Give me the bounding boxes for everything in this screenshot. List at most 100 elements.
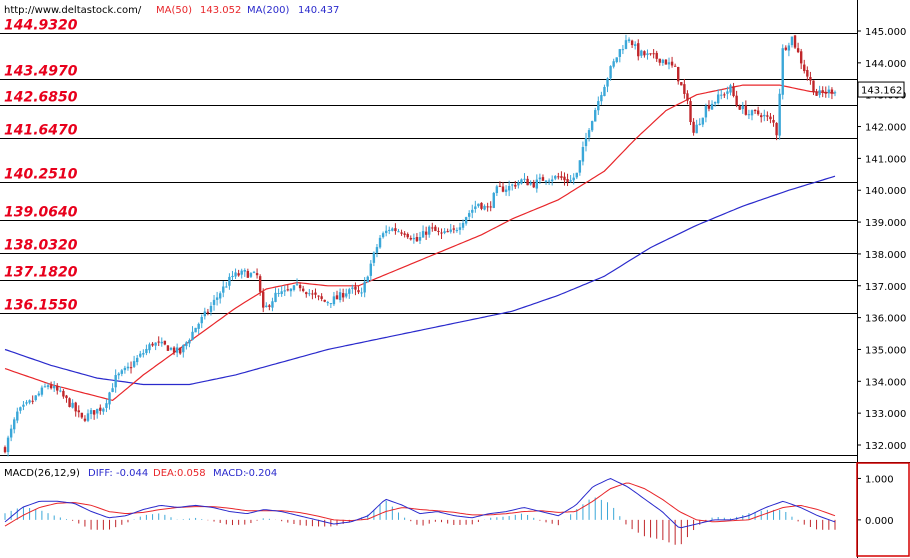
candle-body [827,89,831,93]
candle-body [341,293,345,298]
candle-body [590,121,594,131]
candle-body [384,230,388,234]
candle-body [231,275,234,278]
candle-body [449,229,452,232]
candle-body [440,232,443,234]
candle-body [123,367,127,371]
candle-body [680,82,683,86]
candle-body [612,61,615,67]
candle-body [3,447,7,453]
macd-name: MACD(26,12,9) [4,468,80,479]
candle-body [172,347,176,353]
candle-body [317,295,320,297]
candle-body [461,222,465,228]
candle-body [517,182,520,186]
candle-body [31,400,34,402]
candle-body [618,49,622,57]
candle-body [760,115,763,118]
candle-body [132,361,136,367]
y-tick-label: 134.000 [865,377,906,388]
candle-body [560,176,563,178]
candle-body [744,105,748,115]
candle-body [670,61,674,66]
candle-body [262,291,265,308]
candle-body [228,276,231,286]
y-tick-label: 139.000 [865,218,906,229]
candle-body [480,202,483,209]
candle-body [400,232,403,234]
candle-body [467,213,471,217]
candle-body [326,302,329,304]
candle-body [621,49,625,51]
candle-body [234,272,237,277]
candle-body [92,410,96,415]
candle-body [753,109,757,112]
y-tick-label: 142.000 [865,123,906,134]
candle-body [9,428,13,438]
y-tick-label: 136.000 [865,314,906,325]
candle-body [627,39,631,42]
candle-body [40,387,44,395]
candle-body [185,342,188,347]
candle-body [646,53,649,55]
candle-body [698,123,701,125]
candle-body [277,293,280,295]
candle-body [532,182,535,188]
candle-body [735,95,738,106]
candle-body [139,353,142,357]
candle-body [683,84,686,94]
macd-axis-box [856,462,910,557]
candle-body [455,230,459,232]
macd-lines [4,478,836,529]
candle-body [434,226,437,231]
candle-body [397,231,400,233]
source-url: http://www.deltastock.com/ [4,5,142,16]
candle-body [803,64,806,72]
level-label: 139.0640 [4,205,78,221]
candle-body [511,184,514,186]
candle-body [572,177,575,181]
candle-body [403,233,406,235]
candle-body [209,305,213,312]
ma50-value: 143.052 [200,5,241,16]
candle-body [750,110,754,116]
y-tick-label: 135.000 [865,345,906,356]
candle-body [25,402,28,404]
macd-diff-value: -0.044 [116,468,148,479]
candle-body [821,90,824,93]
candle-body [563,176,566,181]
price-axis-ticks: 145.000144.000143.000142.000141.000140.0… [857,27,906,452]
candle-body [492,192,495,208]
candle-body [707,105,711,109]
candle-body [148,344,151,351]
candle-body [428,226,431,235]
candle-body [388,229,391,231]
candle-body [418,237,422,241]
candle-body [166,345,170,351]
candle-body [498,185,502,187]
candle-body [305,292,308,295]
candle-body [268,305,271,307]
candle-body [732,86,735,96]
candle-body [308,293,311,295]
candle-body [179,347,182,354]
y-tick-label: 145.000 [865,27,906,38]
ma200-value: 140.437 [298,5,339,16]
candle-body [806,70,809,77]
y-tick-label: 141.000 [865,154,906,165]
candle-body [799,51,803,64]
candle-body [781,48,784,95]
candle-body [194,327,197,333]
candle-body [6,437,10,453]
price-tag-value: 143.162 [861,86,902,97]
level-label: 138.0320 [4,238,78,254]
candle-body [255,273,259,276]
candle-body [603,86,606,97]
candle-body [566,179,569,182]
candle-body [569,180,572,182]
candle-body [126,366,130,369]
candle-body [452,228,456,230]
candle-body [624,40,628,49]
candle-body [575,172,578,178]
candle-body [769,116,772,120]
